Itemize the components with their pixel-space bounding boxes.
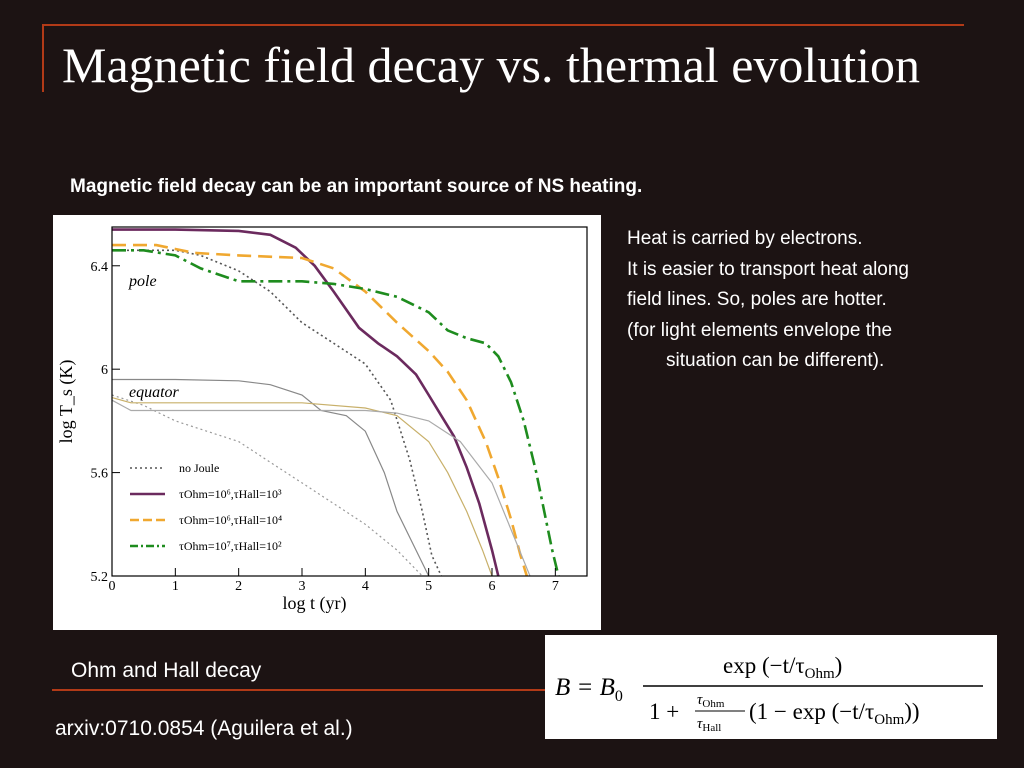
- series-line-pole-3: [112, 249, 560, 577]
- x-tick-label: 2: [235, 579, 242, 594]
- legend-label: τOhm=10⁶,τHall=10⁴: [179, 513, 282, 527]
- note-line: situation can be different).: [666, 350, 885, 371]
- region-label-equator: equator: [129, 384, 180, 401]
- series-line-pole-2: [112, 243, 529, 577]
- chart-axes: 0 1 2 3 4 5 6 7 5.2 5.6 6 6.4 log t (yr) log T_s (K) p…: [56, 226, 588, 614]
- x-tick-label: 5: [425, 579, 432, 594]
- formula-ratio-bottom: τHall: [697, 716, 721, 734]
- series-line-equator-4: [111, 394, 423, 577]
- note-line: field lines. So, poles are hotter.: [627, 289, 887, 310]
- formula-numerator: exp (−t/τOhm): [723, 653, 842, 682]
- y-tick-label: 6.4: [91, 260, 109, 275]
- legend-label: τOhm=10⁶,τHall=10³: [179, 487, 282, 501]
- series-line-equator-5: [112, 378, 430, 577]
- formula-lhs: B = B0: [555, 674, 623, 705]
- y-tick-label: 6: [101, 363, 108, 378]
- y-tick-label: 5.2: [91, 570, 109, 585]
- x-tick-label: 6: [489, 579, 496, 594]
- legend-label: no Joule: [179, 461, 219, 475]
- x-tick-label: 0: [109, 579, 116, 594]
- x-axis-label: log t (yr): [283, 593, 347, 614]
- figure-caption: Ohm and Hall decay: [71, 659, 262, 682]
- y-axis-label: log T_s (K): [56, 360, 77, 444]
- notes-text: Heat is carried by electrons. It is easi…: [627, 224, 909, 377]
- region-label-pole: pole: [128, 273, 157, 290]
- chart-svg: 0 1 2 3 4 5 6 7 5.2 5.6 6 6.4 log t (yr) log T_s (K) p…: [56, 226, 588, 614]
- x-tick-label: 7: [552, 579, 559, 594]
- formula-denom-one: 1 +: [649, 699, 679, 724]
- plot-frame: [111, 226, 588, 577]
- y-tick-label: 5.6: [91, 467, 109, 482]
- title-rule-top: [42, 24, 964, 26]
- formula-denom-rest: (1 − exp (−t/τOhm)): [749, 699, 920, 728]
- x-tick-label: 3: [299, 579, 306, 594]
- formula-box: B = B0 exp (−t/τOhm) 1 + τOhm τHall (1 −…: [545, 635, 997, 739]
- series-line-equator-7: [111, 399, 531, 577]
- series-line-pole-1: [112, 228, 500, 577]
- chart-legend: no Joule τOhm=10⁶,τHall=10³ τOhm=10⁶,τHall…: [130, 461, 282, 553]
- title-rule-left: [42, 24, 44, 92]
- slide-subtitle: Magnetic field decay can be an important…: [70, 176, 643, 197]
- chart-figure: 0 1 2 3 4 5 6 7 5.2 5.6 6 6.4 log t (yr) log T_s (K) p…: [53, 215, 601, 630]
- formula-svg: B = B0 exp (−t/τOhm) 1 + τOhm τHall (1 −…: [555, 653, 983, 734]
- series-line-pole-0: [112, 249, 443, 577]
- legend-label: τOhm=10⁷,τHall=10²: [179, 539, 282, 553]
- slide-title: Magnetic field decay vs. thermal evoluti…: [62, 37, 921, 93]
- x-tick-label: 1: [172, 579, 179, 594]
- note-line: (for light elements envelope the: [627, 319, 893, 341]
- note-line: Heat is carried by electrons.: [627, 228, 863, 249]
- chart-curves: [111, 228, 560, 577]
- caption-rule: [52, 689, 546, 691]
- reference-text: arxiv:0710.0854 (Aguilera et al.): [55, 717, 353, 740]
- formula-ratio-top: τOhm: [697, 692, 725, 710]
- note-line: It is easier to transport heat along: [627, 258, 909, 280]
- x-tick-label: 4: [362, 579, 369, 594]
